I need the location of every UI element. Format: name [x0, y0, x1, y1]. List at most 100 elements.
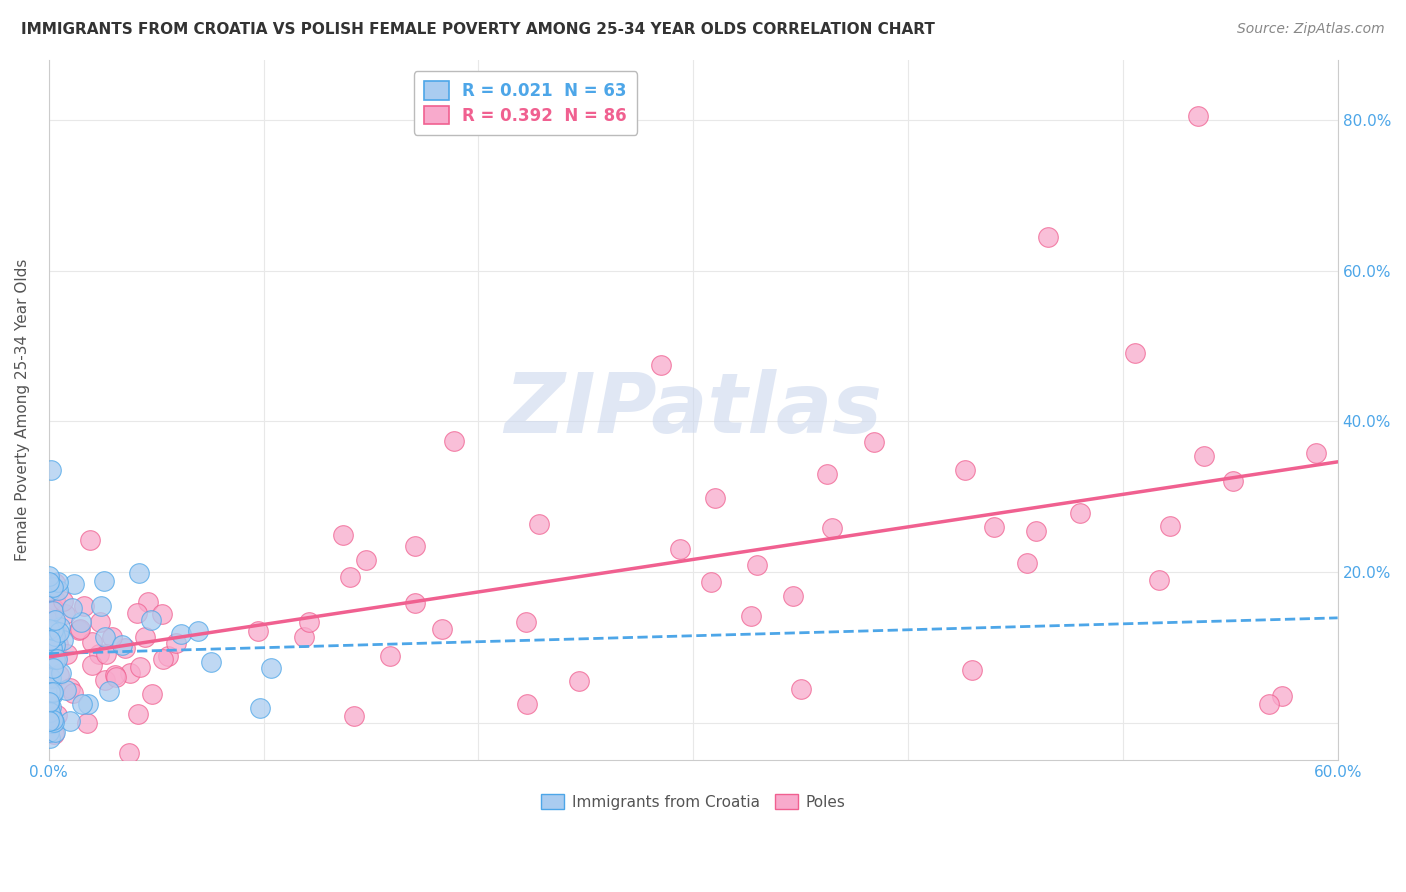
- Point: [1015, 557, 1038, 571]
- Point: [404, 539, 426, 553]
- Point: [45, 625, 67, 640]
- Point: [136, 595, 159, 609]
- Point: [1123, 346, 1146, 360]
- Point: [42, 623, 65, 637]
- Point: [1036, 229, 1059, 244]
- Point: [39, 633, 62, 648]
- Point: [200, 655, 222, 669]
- Point: [170, 627, 193, 641]
- Point: [650, 358, 672, 372]
- Point: [152, 651, 174, 665]
- Point: [125, 606, 148, 620]
- Point: [56, 647, 79, 661]
- Point: [90, 599, 112, 613]
- Point: [1025, 524, 1047, 539]
- Point: [134, 630, 156, 644]
- Point: [98, 684, 121, 698]
- Point: [38, 714, 60, 729]
- Point: [740, 609, 762, 624]
- Point: [44, 593, 66, 607]
- Point: [104, 668, 127, 682]
- Point: [38, 614, 60, 628]
- Point: [39, 577, 62, 591]
- Point: [62, 686, 84, 700]
- Point: [42, 715, 65, 730]
- Point: [343, 709, 366, 723]
- Point: [44, 638, 66, 652]
- Point: [516, 698, 538, 712]
- Point: [44, 629, 66, 643]
- Point: [69, 622, 91, 636]
- Point: [515, 615, 537, 629]
- Point: [983, 519, 1005, 533]
- Y-axis label: Female Poverty Among 25-34 Year Olds: Female Poverty Among 25-34 Year Olds: [15, 259, 30, 561]
- Point: [260, 660, 283, 674]
- Point: [38, 682, 60, 697]
- Point: [45, 707, 67, 722]
- Point: [141, 687, 163, 701]
- Point: [41, 710, 63, 724]
- Point: [38, 725, 60, 739]
- Point: [105, 670, 128, 684]
- Point: [128, 566, 150, 580]
- Point: [38, 685, 60, 699]
- Point: [44, 575, 66, 590]
- Point: [48, 620, 70, 634]
- Point: [48, 668, 70, 682]
- Point: [165, 636, 187, 650]
- Point: [120, 665, 142, 680]
- Point: [69, 615, 91, 630]
- Point: [38, 695, 60, 709]
- Point: [332, 528, 354, 542]
- Point: [44, 614, 66, 628]
- Point: [354, 553, 377, 567]
- Point: [46, 652, 69, 666]
- Point: [41, 685, 63, 699]
- Point: [46, 582, 69, 597]
- Point: [247, 624, 270, 639]
- Point: [101, 630, 124, 644]
- Point: [39, 731, 62, 745]
- Point: [527, 516, 550, 531]
- Point: [89, 615, 111, 629]
- Point: [1187, 109, 1209, 123]
- Point: [700, 575, 723, 590]
- Point: [42, 714, 65, 728]
- Point: [60, 600, 83, 615]
- Point: [48, 625, 70, 640]
- Point: [187, 624, 209, 638]
- Point: [815, 467, 838, 482]
- Point: [46, 575, 69, 590]
- Point: [53, 607, 76, 622]
- Point: [1149, 573, 1171, 587]
- Point: [249, 701, 271, 715]
- Point: [55, 682, 77, 697]
- Point: [114, 640, 136, 655]
- Point: [339, 570, 361, 584]
- Point: [44, 652, 66, 666]
- Point: [378, 648, 401, 663]
- Point: [955, 463, 977, 477]
- Point: [67, 623, 90, 637]
- Point: [118, 746, 141, 760]
- Point: [41, 577, 63, 591]
- Point: [38, 717, 60, 731]
- Point: [745, 558, 768, 573]
- Point: [45, 627, 67, 641]
- Point: [62, 577, 84, 591]
- Point: [39, 671, 62, 685]
- Point: [404, 596, 426, 610]
- Legend: Immigrants from Croatia, Poles: Immigrants from Croatia, Poles: [534, 788, 852, 816]
- Point: [39, 705, 62, 719]
- Point: [41, 687, 63, 701]
- Point: [59, 714, 82, 728]
- Point: [789, 681, 811, 696]
- Point: [59, 681, 82, 695]
- Point: [568, 674, 591, 689]
- Point: [41, 640, 63, 655]
- Point: [443, 434, 465, 448]
- Point: [1159, 519, 1181, 533]
- Point: [89, 648, 111, 662]
- Point: [292, 630, 315, 644]
- Point: [42, 580, 65, 594]
